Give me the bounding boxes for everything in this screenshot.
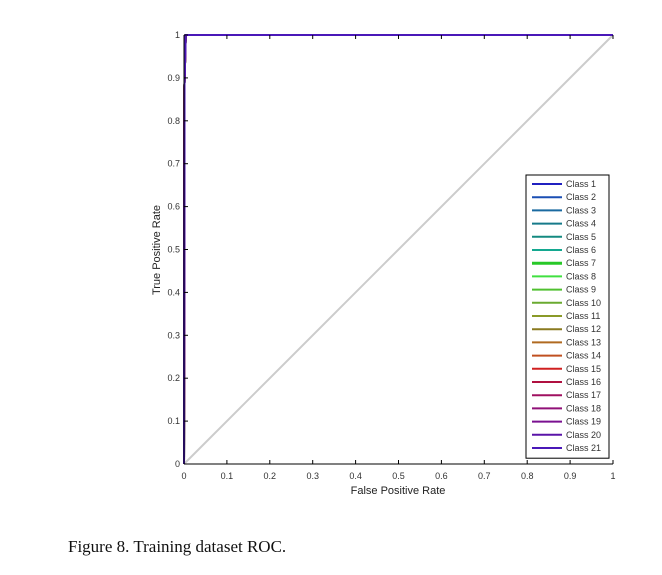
legend-label-class-8: Class 8 (566, 271, 596, 281)
y-axis-title: True Positive Rate (151, 205, 163, 295)
y-tick-label: 1 (175, 30, 180, 40)
x-tick-label: 0.2 (264, 471, 277, 481)
legend-label-class-3: Class 3 (566, 205, 596, 215)
y-tick-label: 0.7 (167, 159, 180, 169)
x-tick-label: 0.3 (306, 471, 319, 481)
y-tick-label: 0.9 (167, 73, 180, 83)
y-tick-label: 0.8 (167, 116, 180, 126)
x-axis-title: False Positive Rate (351, 485, 446, 497)
axes-layer: 0 0.1 0.2 0.3 0.4 0.5 0.6 0.7 0.8 0.9 1 0 0.1 0.2 0.3 0… (167, 30, 615, 481)
y-tick-label: 0.4 (167, 287, 180, 297)
x-tick-label: 0.6 (435, 471, 448, 481)
legend-label-class-14: Class 14 (566, 351, 601, 361)
x-tick-label: 0.8 (521, 471, 534, 481)
legend-label-class-12: Class 12 (566, 324, 601, 334)
reference-layer (183, 34, 614, 465)
legend-label-class-9: Class 9 (566, 285, 596, 295)
legend-label-class-10: Class 10 (566, 298, 601, 308)
legend-label-class-16: Class 16 (566, 377, 601, 387)
legend-layer: Class 1 Class 2 Class 3 Class 4 Class 5 Class… (525, 174, 610, 459)
reference-diagonal-line (183, 34, 614, 465)
legend-label-class-17: Class 17 (566, 390, 601, 400)
x-tick-label: 0.5 (392, 471, 405, 481)
x-tick-label: 0.4 (349, 471, 362, 481)
legend-label-class-2: Class 2 (566, 192, 596, 202)
x-tick-label: 0 (181, 471, 186, 481)
x-tick-label: 0.1 (221, 471, 234, 481)
y-tick-label: 0.3 (167, 330, 180, 340)
x-tick-label: 0.7 (478, 471, 491, 481)
x-tick-label: 1 (610, 471, 615, 481)
legend-label-class-18: Class 18 (566, 403, 601, 413)
legend-label-class-11: Class 11 (566, 311, 600, 321)
y-tick-label: 0.1 (167, 416, 180, 426)
legend-label-class-13: Class 13 (566, 337, 601, 347)
legend-label-class-19: Class 19 (566, 417, 601, 427)
y-tick-label: 0 (175, 459, 180, 469)
legend-label-class-7: Class 7 (566, 258, 596, 268)
legend-label-class-21: Class 21 (566, 443, 601, 453)
legend-label-class-6: Class 6 (566, 245, 596, 255)
figure-caption: Figure 8. Training dataset ROC. (68, 537, 287, 556)
y-tick-label: 0.5 (167, 245, 180, 255)
legend-label-class-4: Class 4 (566, 219, 596, 229)
x-tick-label: 0.9 (564, 471, 577, 481)
legend-label-class-15: Class 15 (566, 364, 601, 374)
y-tick-label: 0.2 (167, 373, 180, 383)
legend-label-class-20: Class 20 (566, 430, 601, 440)
legend-label-class-1: Class 1 (566, 179, 596, 189)
y-tick-label: 0.6 (167, 202, 180, 212)
legend-label-class-5: Class 5 (566, 232, 596, 242)
